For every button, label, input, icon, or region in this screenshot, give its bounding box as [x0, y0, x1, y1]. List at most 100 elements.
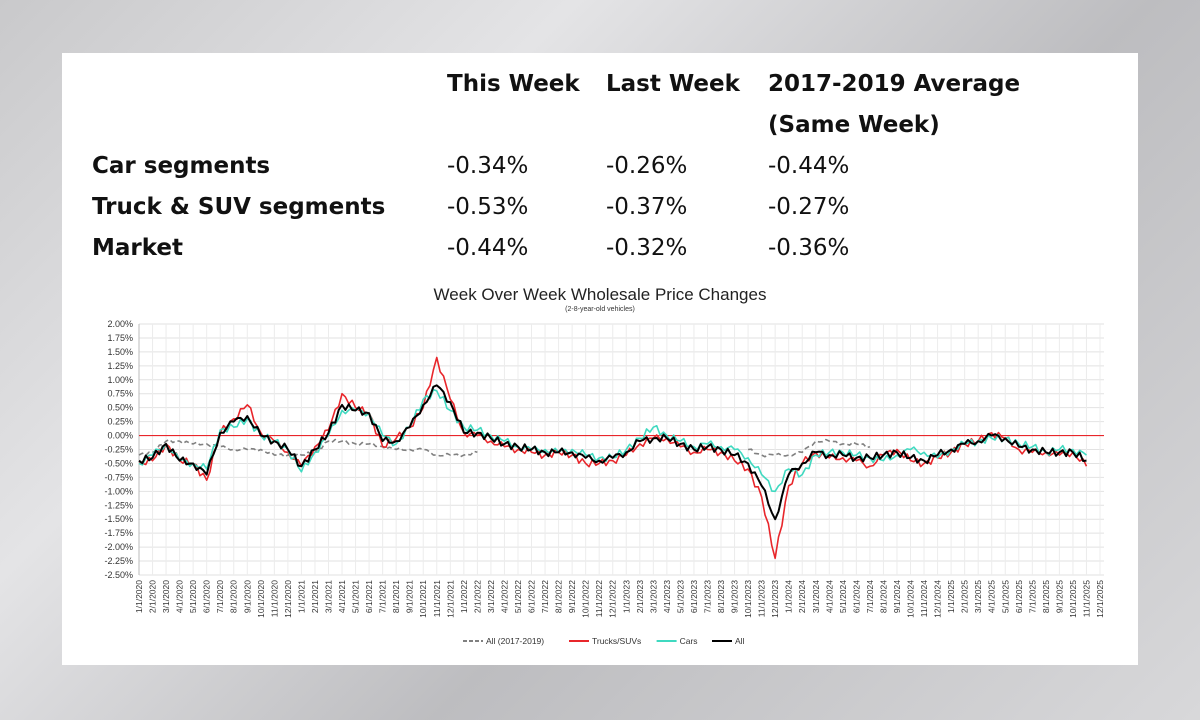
x-tick-label: 9/1/2025 — [1054, 580, 1064, 613]
x-tick-label: 8/1/2025 — [1041, 580, 1051, 613]
x-tick-label: 9/1/2021 — [405, 580, 415, 613]
x-tick-label: 7/1/2022 — [540, 580, 550, 613]
series-line-baseline — [748, 438, 871, 458]
chart-subtitle: (2-8-year-old vehicles) — [565, 306, 635, 313]
y-tick-label: -0.25% — [104, 445, 133, 455]
y-tick-label: 0.00% — [107, 431, 133, 441]
y-tick-label: -2.00% — [104, 542, 133, 552]
x-tick-label: 12/1/2024 — [933, 580, 943, 618]
x-tick-label: 9/1/2024 — [892, 580, 902, 613]
x-tick-label: 11/1/2020 — [269, 580, 279, 617]
x-tick-label: 11/1/2021 — [432, 580, 442, 617]
x-tick-label: 5/1/2022 — [513, 580, 523, 613]
x-tick-label: 4/1/2024 — [824, 580, 834, 613]
legend-label-trucks: Trucks/SUVs — [592, 636, 641, 646]
row-label-truck: Truck & SUV segments — [92, 194, 386, 220]
x-tick-label: 4/1/2023 — [662, 580, 672, 613]
x-tick-label: 1/1/2023 — [621, 580, 631, 613]
x-tick-label: 5/1/2023 — [675, 580, 685, 613]
legend-label-all: All — [735, 636, 745, 646]
x-tick-label: 1/1/2022 — [459, 580, 469, 613]
x-tick-label: 6/1/2024 — [851, 580, 861, 613]
x-tick-label: 2/1/2020 — [148, 580, 158, 613]
x-tick-label: 3/1/2023 — [648, 580, 658, 613]
x-tick-label: 1/1/2025 — [946, 580, 956, 613]
y-tick-label: -0.50% — [104, 458, 133, 468]
x-tick-label: 6/1/2022 — [527, 580, 537, 613]
cell: -0.44% — [447, 235, 529, 261]
x-tick-label: 7/1/2021 — [378, 580, 388, 613]
x-tick-label: 2/1/2023 — [635, 580, 645, 613]
x-tick-label: 1/1/2020 — [134, 580, 144, 613]
y-tick-label: -0.75% — [104, 472, 133, 482]
x-tick-label: 8/1/2023 — [716, 580, 726, 613]
x-tick-label: 3/1/2025 — [973, 580, 983, 613]
y-tick-label: -1.50% — [104, 514, 133, 524]
y-tick-label: 1.00% — [107, 375, 133, 385]
x-tick-label: 5/1/2020 — [188, 580, 198, 613]
x-tick-label: 10/1/2025 — [1068, 580, 1078, 618]
x-tick-label: 5/1/2021 — [351, 580, 361, 613]
x-tick-label: 9/1/2022 — [567, 580, 577, 613]
x-tick-label: 7/1/2025 — [1027, 580, 1037, 613]
cell: -0.27% — [768, 194, 850, 220]
x-tick-label: 7/1/2023 — [702, 580, 712, 613]
x-tick-label: 2/1/2021 — [310, 580, 320, 613]
x-tick-label: 5/1/2025 — [1000, 580, 1010, 613]
series-line-all — [138, 384, 1087, 521]
x-tick-label: 8/1/2022 — [554, 580, 564, 613]
y-tick-label: -1.75% — [104, 528, 133, 538]
x-tick-label: 10/1/2021 — [418, 580, 428, 618]
x-tick-label: 11/1/2024 — [919, 580, 929, 617]
y-tick-label: 0.25% — [107, 417, 133, 427]
x-tick-label: 9/1/2023 — [730, 580, 740, 613]
y-tick-label: 1.75% — [107, 333, 133, 343]
header-last-week: Last Week — [606, 71, 740, 97]
legend-label-baseline: All (2017-2019) — [486, 636, 544, 646]
x-tick-label: 4/1/2021 — [337, 580, 347, 613]
x-tick-label: 11/1/2022 — [594, 580, 604, 617]
x-tick-label: 6/1/2025 — [1014, 580, 1024, 613]
x-tick-label: 7/1/2020 — [215, 580, 225, 613]
x-tick-label: 12/1/2020 — [283, 580, 293, 618]
x-tick-label: 1/1/2021 — [296, 580, 306, 613]
cell: -0.36% — [768, 235, 850, 261]
x-tick-label: 6/1/2021 — [364, 580, 374, 613]
y-tick-label: 2.00% — [107, 319, 133, 329]
x-tick-label: 12/1/2025 — [1095, 580, 1105, 618]
y-tick-label: -2.25% — [104, 556, 133, 566]
x-tick-label: 4/1/2020 — [175, 580, 185, 613]
y-tick-label: 1.25% — [107, 361, 133, 371]
cell: -0.26% — [606, 153, 688, 179]
x-tick-label: 11/1/2023 — [757, 580, 767, 617]
x-tick-label: 8/1/2024 — [878, 580, 888, 613]
header-average: 2017-2019 Average — [768, 71, 1021, 97]
x-tick-label: 10/1/2024 — [906, 580, 916, 618]
x-tick-label: 4/1/2025 — [987, 580, 997, 613]
series-line-baseline — [138, 438, 478, 458]
cell: -0.34% — [447, 153, 529, 179]
x-tick-label: 10/1/2020 — [256, 580, 266, 618]
x-tick-label: 2/1/2022 — [472, 580, 482, 613]
x-tick-label: 12/1/2023 — [770, 580, 780, 618]
x-tick-label: 6/1/2023 — [689, 580, 699, 613]
x-tick-label: 3/1/2022 — [486, 580, 496, 613]
header-this-week: This Week — [447, 71, 580, 97]
x-tick-label: 3/1/2024 — [811, 580, 821, 613]
x-tick-label: 10/1/2023 — [743, 580, 753, 618]
header-same-week: (Same Week) — [768, 112, 940, 138]
x-tick-label: 12/1/2021 — [445, 580, 455, 618]
x-tick-label: 8/1/2021 — [391, 580, 401, 613]
x-tick-label: 11/1/2025 — [1081, 580, 1091, 617]
x-tick-label: 4/1/2022 — [499, 580, 509, 613]
row-label-market: Market — [92, 235, 184, 261]
x-tick-label: 12/1/2022 — [608, 580, 618, 618]
x-tick-label: 7/1/2024 — [865, 580, 875, 613]
chart-title: Week Over Week Wholesale Price Changes — [434, 285, 767, 304]
cell: -0.32% — [606, 235, 688, 261]
x-tick-label: 10/1/2022 — [581, 580, 591, 618]
y-tick-label: 0.50% — [107, 403, 133, 413]
cell: -0.53% — [447, 194, 529, 220]
y-tick-label: -2.50% — [104, 570, 133, 580]
